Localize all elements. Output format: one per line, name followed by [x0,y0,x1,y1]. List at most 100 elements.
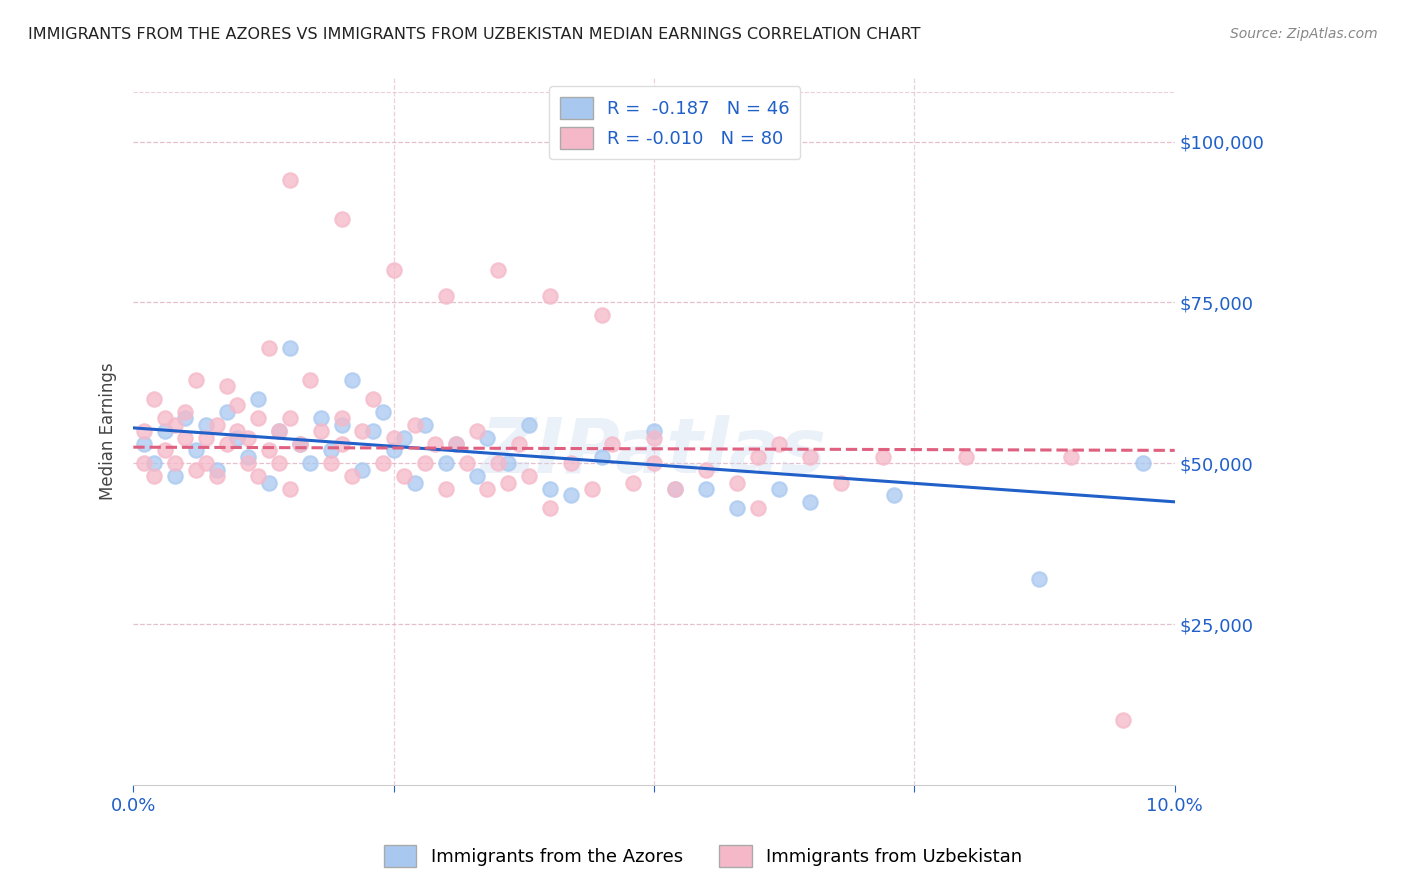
Point [392,469,415,483]
Point [236,456,259,470]
Point [382,263,405,277]
Point [955,450,977,464]
Point [269,424,291,438]
Point [321,443,343,458]
Point [278,411,301,425]
Point [747,450,769,464]
Point [153,424,176,438]
Point [269,424,291,438]
Point [725,501,748,516]
Point [330,437,353,451]
Point [768,482,790,496]
Point [602,437,624,451]
Point [404,417,426,432]
Point [1132,456,1154,470]
Legend: Immigrants from the Azores, Immigrants from Uzbekistan: Immigrants from the Azores, Immigrants f… [377,838,1029,874]
Point [184,373,207,387]
Point [621,475,644,490]
Point [288,437,311,451]
Point [215,405,238,419]
Point [361,392,384,406]
Point [643,456,665,470]
Point [215,379,238,393]
Text: Source: ZipAtlas.com: Source: ZipAtlas.com [1230,27,1378,41]
Point [132,424,155,438]
Point [195,417,218,432]
Point [560,488,582,502]
Point [517,417,540,432]
Point [352,463,374,477]
Point [434,482,457,496]
Point [799,450,821,464]
Point [465,424,488,438]
Point [247,411,270,425]
Point [413,417,436,432]
Text: ZIPatlas: ZIPatlas [481,416,827,490]
Point [560,456,582,470]
Point [163,469,186,483]
Point [496,475,519,490]
Point [174,405,197,419]
Point [132,437,155,451]
Point [352,424,374,438]
Point [205,463,228,477]
Point [643,431,665,445]
Point [257,475,280,490]
Point [236,450,259,464]
Point [444,437,467,451]
Point [872,450,894,464]
Point [205,469,228,483]
Point [1111,714,1133,728]
Point [373,456,395,470]
Point [768,437,790,451]
Point [340,469,363,483]
Point [883,488,905,502]
Point [361,424,384,438]
Point [257,341,280,355]
Point [236,431,259,445]
Point [330,211,353,226]
Point [517,469,540,483]
Point [309,424,332,438]
Point [477,482,499,496]
Point [278,173,301,187]
Y-axis label: Median Earnings: Median Earnings [100,362,117,500]
Point [373,405,395,419]
Point [413,456,436,470]
Point [591,309,613,323]
Point [538,501,561,516]
Point [215,437,238,451]
Point [496,456,519,470]
Point [184,463,207,477]
Point [695,482,717,496]
Point [1028,572,1050,586]
Point [434,289,457,303]
Point [309,411,332,425]
Point [830,475,852,490]
Point [425,437,447,451]
Point [404,475,426,490]
Point [581,482,603,496]
Point [643,424,665,438]
Legend: R =  -0.187   N = 46, R = -0.010   N = 80: R = -0.187 N = 46, R = -0.010 N = 80 [550,87,800,160]
Point [392,431,415,445]
Text: IMMIGRANTS FROM THE AZORES VS IMMIGRANTS FROM UZBEKISTAN MEDIAN EARNINGS CORRELA: IMMIGRANTS FROM THE AZORES VS IMMIGRANTS… [28,27,921,42]
Point [444,437,467,451]
Point [477,431,499,445]
Point [143,469,166,483]
Point [226,431,249,445]
Point [247,469,270,483]
Point [269,456,291,470]
Point [664,482,686,496]
Point [434,456,457,470]
Point [299,373,322,387]
Point [330,411,353,425]
Point [163,417,186,432]
Point [288,437,311,451]
Point [143,392,166,406]
Point [132,456,155,470]
Point [143,456,166,470]
Point [195,431,218,445]
Point [278,482,301,496]
Point [174,431,197,445]
